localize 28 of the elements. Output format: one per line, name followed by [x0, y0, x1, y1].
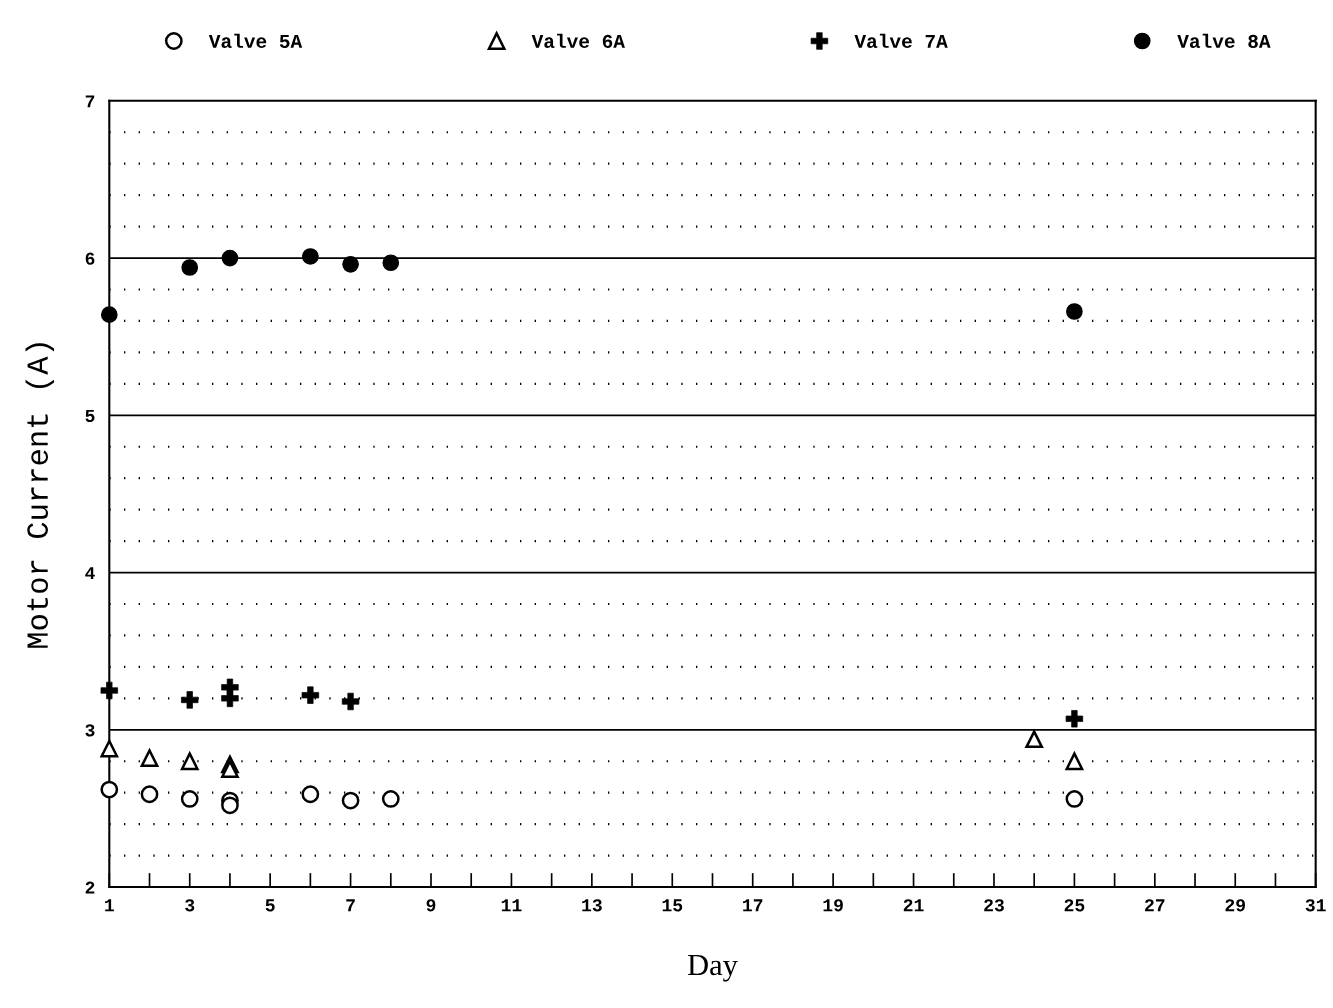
legend-label: Valve 6A: [531, 33, 625, 49]
y-axis-title: Motor Current (A): [25, 343, 55, 648]
y-tick-label: 7: [85, 95, 95, 108]
y-tick-label: 5: [85, 409, 95, 423]
x-tick-label: 15: [662, 899, 683, 912]
x-axis-title: Day: [687, 954, 738, 982]
y-tick-label: 6: [85, 252, 95, 265]
x-tick-label: 3: [185, 899, 195, 912]
x-tick-label: 1: [105, 899, 114, 912]
y-tick-label: 4: [85, 567, 95, 580]
x-tick-label: 7: [346, 899, 355, 912]
x-tick-label: 31: [1305, 899, 1326, 912]
legend-label: Valve 8A: [1177, 33, 1271, 49]
y-tick-label: 2: [85, 881, 95, 894]
x-tick-label: 11: [501, 899, 522, 912]
x-tick-label: 13: [582, 899, 602, 912]
legend-label: Valve 7A: [854, 33, 948, 49]
x-tick-label: 21: [903, 899, 924, 912]
x-tick-label: 9: [426, 899, 436, 912]
x-tick-label: 23: [984, 899, 1004, 912]
x-tick-label: 29: [1225, 899, 1245, 912]
x-tick-label: 27: [1145, 899, 1165, 912]
x-tick-label: 19: [823, 899, 843, 912]
x-tick-label: 5: [265, 899, 275, 912]
y-tick-label: 3: [85, 724, 95, 737]
legend-label: Valve 5A: [208, 33, 303, 49]
x-tick-label: 17: [743, 899, 763, 912]
x-tick-label: 25: [1064, 899, 1085, 912]
